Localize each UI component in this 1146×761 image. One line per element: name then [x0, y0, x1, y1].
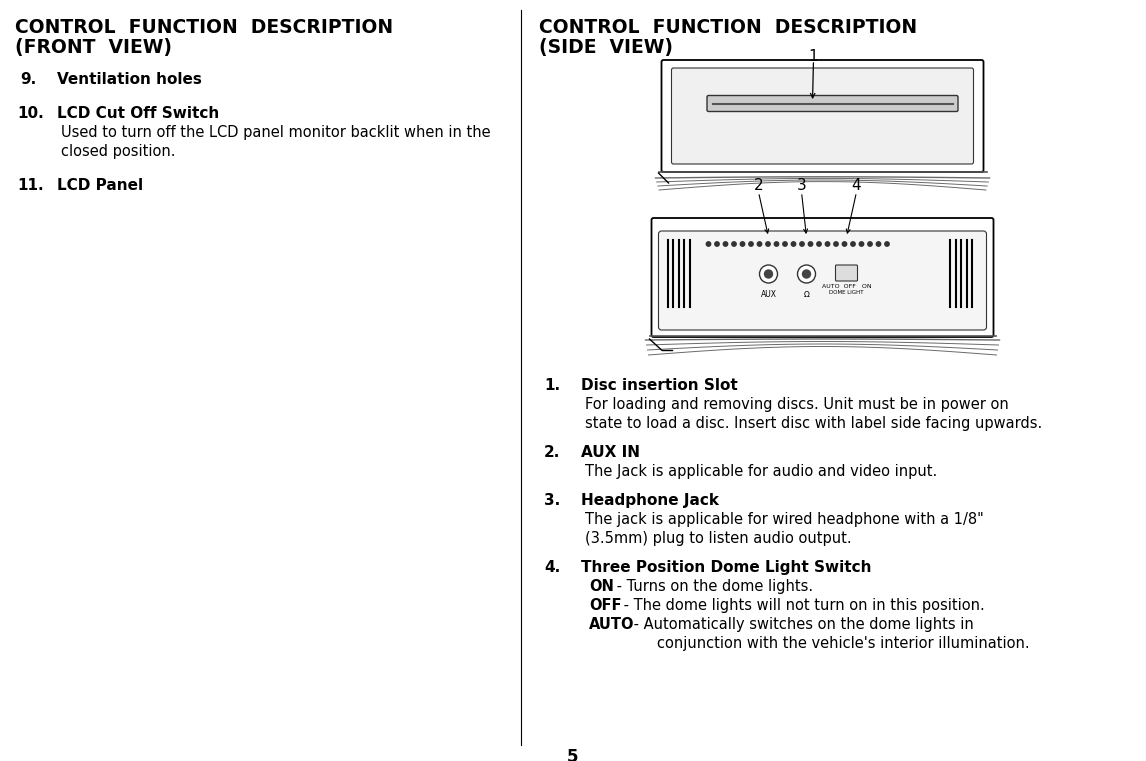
Circle shape: [732, 242, 736, 247]
Text: 5: 5: [567, 748, 579, 761]
Circle shape: [706, 242, 711, 247]
Text: 1: 1: [809, 49, 818, 64]
Text: conjunction with the vehicle's interior illumination.: conjunction with the vehicle's interior …: [657, 636, 1029, 651]
Text: 3: 3: [796, 178, 807, 193]
Circle shape: [808, 242, 813, 247]
Text: LCD Panel: LCD Panel: [57, 178, 143, 193]
Text: 10.: 10.: [17, 106, 44, 121]
Text: 4: 4: [851, 178, 862, 193]
Text: Three Position Dome Light Switch: Three Position Dome Light Switch: [581, 560, 871, 575]
Text: CONTROL  FUNCTION  DESCRIPTION: CONTROL FUNCTION DESCRIPTION: [15, 18, 393, 37]
FancyBboxPatch shape: [659, 231, 987, 330]
Circle shape: [850, 242, 855, 247]
Circle shape: [885, 242, 889, 247]
Text: Used to turn off the LCD panel monitor backlit when in the: Used to turn off the LCD panel monitor b…: [61, 125, 490, 140]
Text: - The dome lights will not turn on in this position.: - The dome lights will not turn on in th…: [619, 598, 984, 613]
Circle shape: [758, 242, 762, 247]
Circle shape: [800, 242, 804, 247]
Text: state to load a disc. Insert disc with label side facing upwards.: state to load a disc. Insert disc with l…: [584, 416, 1042, 431]
Text: ON: ON: [589, 579, 614, 594]
Circle shape: [798, 265, 816, 283]
Circle shape: [760, 265, 777, 283]
Text: The jack is applicable for wired headphone with a 1/8": The jack is applicable for wired headpho…: [584, 512, 983, 527]
Circle shape: [775, 242, 778, 247]
Text: 2.: 2.: [544, 445, 560, 460]
Text: Headphone Jack: Headphone Jack: [581, 493, 719, 508]
Circle shape: [715, 242, 720, 247]
Circle shape: [834, 242, 838, 247]
Text: - Turns on the dome lights.: - Turns on the dome lights.: [612, 579, 814, 594]
Text: 11.: 11.: [17, 178, 44, 193]
Text: Ventilation holes: Ventilation holes: [57, 72, 202, 87]
Text: For loading and removing discs. Unit must be in power on: For loading and removing discs. Unit mus…: [584, 397, 1008, 412]
Text: OFF: OFF: [589, 598, 621, 613]
Text: - Automatically switches on the dome lights in: - Automatically switches on the dome lig…: [629, 617, 974, 632]
Text: AUX: AUX: [761, 290, 777, 299]
Text: 4.: 4.: [544, 560, 560, 575]
Circle shape: [748, 242, 753, 247]
Circle shape: [740, 242, 745, 247]
Circle shape: [766, 242, 770, 247]
Circle shape: [723, 242, 728, 247]
Text: (SIDE  VIEW): (SIDE VIEW): [539, 38, 673, 57]
Circle shape: [817, 242, 822, 247]
Circle shape: [868, 242, 872, 247]
Text: closed position.: closed position.: [61, 144, 175, 159]
Text: LCD Cut Off Switch: LCD Cut Off Switch: [57, 106, 219, 121]
Circle shape: [802, 270, 810, 278]
FancyBboxPatch shape: [651, 218, 994, 337]
Text: (FRONT  VIEW): (FRONT VIEW): [15, 38, 172, 57]
Text: 3.: 3.: [544, 493, 560, 508]
Circle shape: [764, 270, 772, 278]
FancyBboxPatch shape: [707, 95, 958, 112]
Text: Ω: Ω: [803, 290, 809, 299]
Text: 9.: 9.: [19, 72, 37, 87]
Circle shape: [825, 242, 830, 247]
Text: AUTO  OFF   ON: AUTO OFF ON: [822, 284, 871, 289]
Text: Disc insertion Slot: Disc insertion Slot: [581, 378, 738, 393]
Text: CONTROL  FUNCTION  DESCRIPTION: CONTROL FUNCTION DESCRIPTION: [539, 18, 917, 37]
Text: 1.: 1.: [544, 378, 560, 393]
Circle shape: [791, 242, 795, 247]
Circle shape: [877, 242, 880, 247]
Text: 2: 2: [754, 178, 763, 193]
FancyBboxPatch shape: [672, 68, 973, 164]
Text: The Jack is applicable for audio and video input.: The Jack is applicable for audio and vid…: [584, 464, 937, 479]
Bar: [653, 220, 991, 232]
Text: AUTO: AUTO: [589, 617, 635, 632]
Text: (3.5mm) plug to listen audio output.: (3.5mm) plug to listen audio output.: [584, 531, 851, 546]
Text: DOME LIGHT: DOME LIGHT: [830, 290, 864, 295]
Circle shape: [842, 242, 847, 247]
Circle shape: [783, 242, 787, 247]
Text: AUX IN: AUX IN: [581, 445, 639, 460]
FancyBboxPatch shape: [661, 60, 983, 172]
Circle shape: [860, 242, 864, 247]
FancyBboxPatch shape: [835, 265, 857, 281]
